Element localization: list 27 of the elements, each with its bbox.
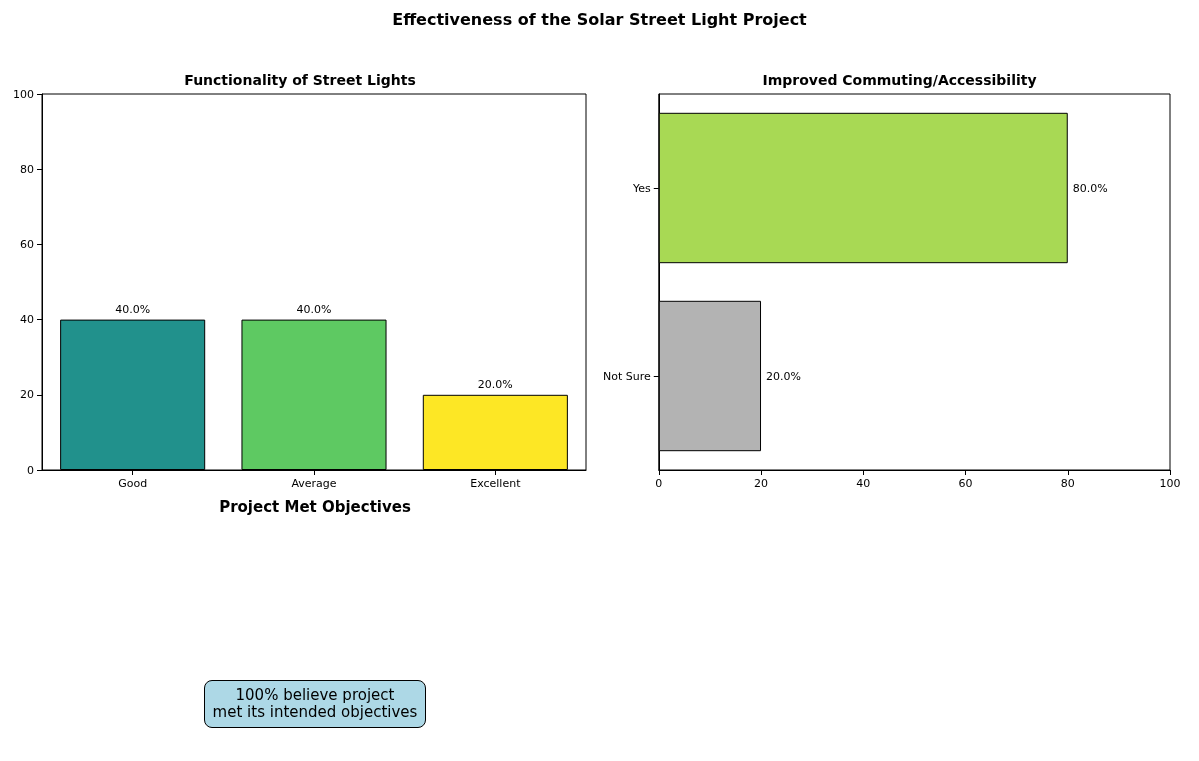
x-tick-label: Excellent [470,477,522,490]
text: 100% believe project met its intended objectives [203,680,427,728]
text: Effectiveness of the Solar Street Light Project [391,9,808,29]
x-tick-label: 80 [1060,477,1075,490]
y-tick-label: 100 [13,87,34,101]
y-tick-label: 20 [20,388,34,402]
data-label: 40.0% [115,302,151,316]
data-label: 80.0% [1072,181,1108,195]
chart-title: Functionality of Street Lights [184,72,416,88]
x-tick-label: Good [118,477,148,490]
x-tick-label: 20 [754,477,769,490]
x-tick-label: 0 [655,477,663,490]
x-tick-label: Average [291,477,337,490]
x-tick-label: 60 [958,477,973,490]
y-tick-label: 60 [20,237,34,251]
y-tick-label: 80 [20,162,34,176]
y-tick-label: Yes [632,181,652,195]
data-label: 20.0% [477,377,513,391]
y-tick-label: 40 [20,313,34,327]
x-tick-label: 40 [856,477,871,490]
y-tick-label: 0 [27,463,34,477]
x-tick-label: 100 [1159,477,1181,490]
chart-title: Improved Commuting/Accessibility [762,72,1037,88]
data-label: 40.0% [296,302,332,316]
y-tick-label: Not Sure [602,369,651,383]
data-label: 20.0% [766,369,801,383]
text: Project Met Objectives [218,497,412,516]
